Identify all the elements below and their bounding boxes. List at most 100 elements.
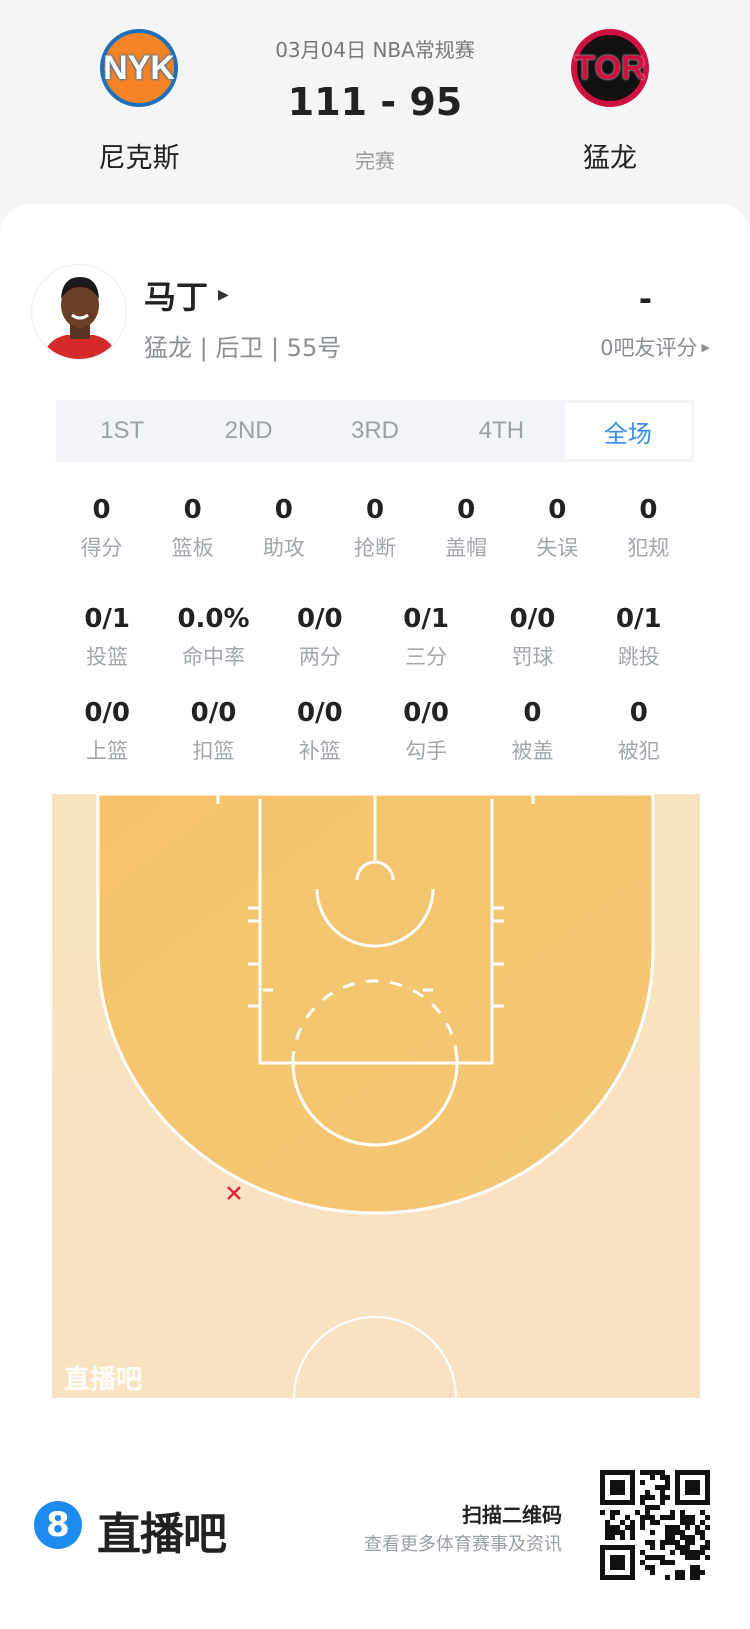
player-rating: - — [638, 280, 652, 318]
raptors-logo[interactable]: TOR — [571, 29, 649, 107]
stat-value: 0 — [523, 698, 542, 728]
stat-value: 0 — [365, 495, 385, 525]
stat-fouled: 0 被犯 — [586, 694, 692, 770]
tab-3rd[interactable]: 3RD — [351, 417, 400, 444]
tab-full-game[interactable]: 全场 — [564, 403, 692, 459]
stats-row-shooting: 0/1 投篮 0.0% 命中率 0/0 两分 0/1 三分 0/0 罚球 0/1 跳投 — [54, 600, 692, 676]
stat-label: 两分 — [298, 645, 341, 669]
stat-tipin: 0/0 补篮 — [267, 694, 373, 770]
stat-label: 补篮 — [298, 739, 341, 763]
free-throw-circle-dashed — [291, 979, 459, 1064]
stat-label: 命中率 — [181, 645, 245, 669]
caret-right-icon: ▶ — [701, 340, 710, 354]
stat-label: 助攻 — [262, 536, 305, 560]
qr-title: 扫描二维码 — [462, 1503, 562, 1527]
stat-value: 0/1 — [403, 604, 449, 634]
qr-code-icon — [600, 1470, 710, 1580]
shot-markers — [227, 1186, 241, 1200]
stat-value: 0/1 — [84, 604, 130, 634]
stat-label: 篮板 — [171, 536, 214, 560]
stat-value: 0/1 — [615, 604, 662, 634]
stat-value: 0 — [639, 495, 658, 525]
game-score: 111 - 95 — [287, 80, 463, 124]
stats-row-basic: 0 得分 0 篮板 0 助攻 0 抢断 0 盖帽 0 失误 0 犯规 — [56, 491, 694, 567]
tab-4th[interactable]: 4TH — [478, 417, 525, 444]
stat-label: 被盖 — [511, 739, 554, 763]
fan-rating-label: 0吧友评分 — [600, 336, 698, 360]
stat-blocks: 0 盖帽 — [421, 491, 512, 567]
shot-miss-marker — [227, 1186, 241, 1200]
away-team-name[interactable]: 猛龙 — [583, 143, 637, 174]
tab-2nd[interactable]: 2ND — [224, 417, 273, 444]
caret-right-icon: ▶ — [218, 287, 229, 303]
free-throw-circle-solid — [291, 1056, 459, 1147]
stat-label: 三分 — [405, 645, 448, 669]
stat-dunk: 0/0 扣篮 — [160, 694, 266, 770]
stat-rebounds: 0 篮板 — [147, 491, 238, 567]
stat-points: 0 得分 — [56, 491, 147, 567]
stat-value: 0 — [629, 698, 648, 728]
stat-steals: 0 抢断 — [329, 491, 420, 567]
stat-label: 勾手 — [405, 739, 448, 763]
fan-rating-link[interactable]: 0吧友评分 ▶ — [600, 332, 710, 362]
player-photo-icon — [42, 277, 118, 359]
stat-label: 犯规 — [627, 536, 670, 560]
stat-label: 扣篮 — [192, 739, 235, 763]
game-status: 完赛 — [355, 149, 395, 173]
stat-ft: 0/0 罚球 — [479, 600, 585, 676]
stat-value: 0 — [548, 495, 567, 525]
stat-fouls: 0 犯规 — [603, 491, 694, 567]
stat-turnovers: 0 失误 — [512, 491, 603, 567]
rim — [355, 860, 395, 881]
stat-label: 被犯 — [617, 739, 660, 763]
qr-subtitle: 查看更多体育赛事及资讯 — [364, 1534, 562, 1555]
court-watermark: 直播吧 — [64, 1365, 142, 1395]
center-circle — [293, 1316, 457, 1399]
home-team-name[interactable]: 尼克斯 — [98, 143, 180, 174]
stat-jumpshot: 0/1 跳投 — [586, 600, 692, 676]
stat-value: 0/0 — [296, 604, 343, 634]
stat-hook: 0/0 勾手 — [373, 694, 479, 770]
stat-blocked: 0 被盖 — [479, 694, 585, 770]
stats-row-shot-types: 0/0 上篮 0/0 扣篮 0/0 补篮 0/0 勾手 0 被盖 0 被犯 — [54, 694, 692, 770]
three-point-line — [96, 792, 655, 1215]
lane-marks — [248, 906, 504, 1008]
player-name: 马丁 — [144, 278, 209, 316]
paint-lane — [258, 799, 494, 1065]
stat-value: 0 — [92, 495, 111, 525]
stat-label: 上篮 — [86, 739, 129, 763]
stat-2pt: 0/0 两分 — [267, 600, 373, 676]
stat-value: 0/0 — [509, 604, 556, 634]
period-tabs: 1ST 2ND 3RD 4TH 全场 — [56, 400, 694, 462]
game-date-league: 03月04日 NBA常规赛 — [275, 38, 475, 62]
stat-label: 得分 — [80, 536, 123, 560]
stat-label: 失误 — [536, 536, 579, 560]
player-name-link[interactable]: 马丁 ▶ — [144, 272, 229, 318]
stat-label: 抢断 — [353, 536, 396, 560]
stat-value: 0.0% — [177, 604, 250, 634]
shot-chart-court: 直播吧 — [52, 792, 700, 1399]
stat-value: 0/0 — [84, 698, 130, 728]
stat-fg: 0/1 投篮 — [54, 600, 160, 676]
court-lines: 直播吧 — [52, 792, 700, 1399]
stat-label: 罚球 — [511, 645, 554, 669]
stat-assists: 0 助攻 — [238, 491, 329, 567]
stat-value: 0/0 — [296, 698, 343, 728]
stat-fg-pct: 0.0% 命中率 — [160, 600, 266, 676]
player-avatar[interactable] — [31, 264, 127, 360]
brand-logo-icon: 8 — [34, 1501, 82, 1549]
knicks-logo[interactable]: NYK — [100, 29, 178, 107]
stat-label: 投篮 — [86, 645, 129, 669]
stat-value: 0 — [183, 495, 202, 525]
brand-name: 直播吧 — [97, 1509, 227, 1560]
restricted-area — [315, 888, 435, 948]
stat-value: 0/0 — [403, 698, 449, 728]
stat-value: 0 — [274, 495, 293, 525]
stat-label: 跳投 — [617, 645, 660, 669]
stat-layup: 0/0 上篮 — [54, 694, 160, 770]
stat-value: 0/0 — [190, 698, 237, 728]
stat-label: 盖帽 — [445, 536, 488, 560]
tab-1st[interactable]: 1ST — [100, 417, 145, 444]
stat-3pt: 0/1 三分 — [373, 600, 479, 676]
stat-value: 0 — [457, 495, 476, 525]
